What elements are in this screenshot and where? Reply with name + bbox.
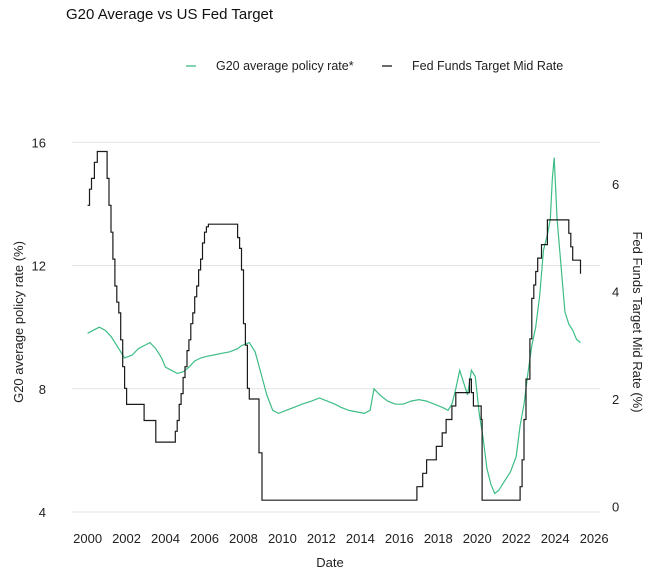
x-axis-label: Date xyxy=(316,555,343,570)
y-left-tick-label: 12 xyxy=(32,259,46,274)
y-left-tick-label: 8 xyxy=(39,382,46,397)
y-right-tick-label: 2 xyxy=(612,392,619,407)
y-axis-right-label: Fed Funds Target Mid Rate (%) xyxy=(630,231,645,412)
y-right-tick-label: 6 xyxy=(612,177,619,192)
x-tick-label: 2018 xyxy=(424,531,453,546)
series-line-g20 xyxy=(87,157,581,495)
y-axis-left: 4 8 12 16 xyxy=(32,135,46,520)
x-tick-label: 2016 xyxy=(385,531,414,546)
x-tick-label: 2002 xyxy=(112,531,141,546)
x-tick-label: 2020 xyxy=(463,531,492,546)
chart-title: G20 Average vs US Fed Target xyxy=(66,6,274,23)
x-axis: 2000 2002 2004 2006 2008 2010 2012 2014 2016 2018… xyxy=(73,531,608,546)
x-tick-label: 2026 xyxy=(580,531,609,546)
x-tick-label: 2010 xyxy=(268,531,297,546)
y-axis-right: 0 2 4 6 xyxy=(612,177,619,515)
y-right-tick-label: 0 xyxy=(612,500,619,515)
x-tick-label: 2022 xyxy=(502,531,531,546)
series-line-fed xyxy=(87,150,582,501)
y-right-tick-label: 4 xyxy=(612,284,619,299)
x-tick-label: 2008 xyxy=(229,531,258,546)
x-tick-label: 2004 xyxy=(151,531,180,546)
legend-label-fed: Fed Funds Target Mid Rate xyxy=(412,59,563,73)
x-tick-label: 2012 xyxy=(307,531,336,546)
legend-label-g20: G20 average policy rate* xyxy=(216,59,354,73)
y-left-tick-label: 16 xyxy=(32,135,46,150)
x-tick-label: 2024 xyxy=(541,531,570,546)
x-tick-label: 2014 xyxy=(346,531,375,546)
y-axis-left-label: G20 average policy rate (%) xyxy=(11,241,26,403)
x-tick-label: 2000 xyxy=(73,531,102,546)
y-left-tick-label: 4 xyxy=(39,505,46,520)
legend: G20 average policy rate* Fed Funds Targe… xyxy=(186,59,563,73)
x-tick-label: 2006 xyxy=(190,531,219,546)
gridlines xyxy=(72,141,600,513)
